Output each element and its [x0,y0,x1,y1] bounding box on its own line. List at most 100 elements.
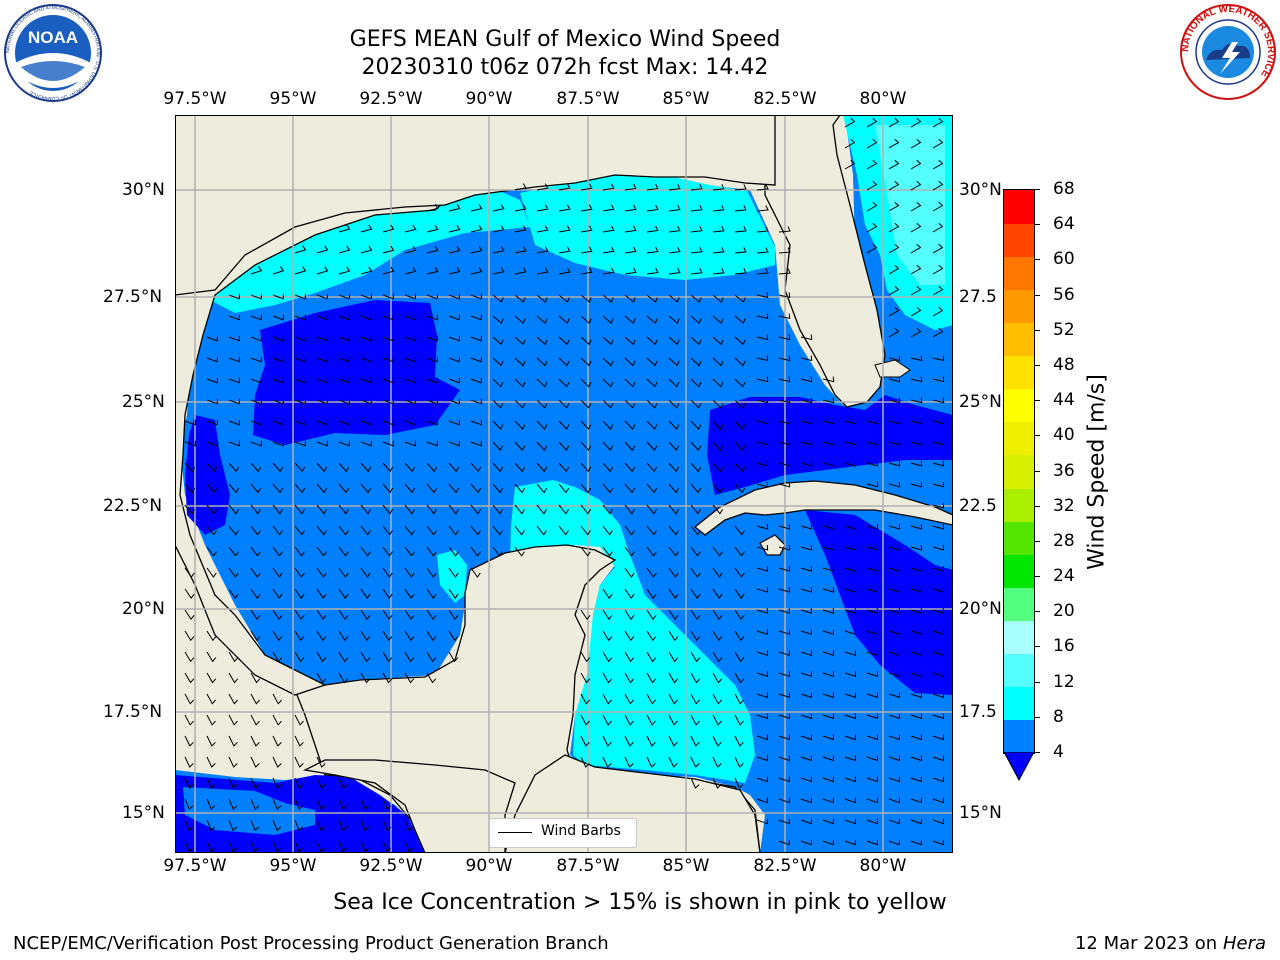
wind-barb [206,377,218,384]
wind-barb [382,462,394,473]
wind-barb [206,440,218,447]
wind-barb [712,226,725,233]
wind-barb [404,419,416,426]
wind-barb [778,268,791,275]
wind-barb [316,567,327,578]
wind-barb [492,315,504,325]
wind-barb [558,399,570,409]
wind-barb [404,588,415,599]
wind-barb [888,201,900,212]
wind-barb [470,377,482,384]
wind-barb [822,460,835,467]
wind-barb [558,525,569,536]
wind-barb [624,504,636,515]
wind-barb [316,356,328,363]
wind-barb [712,693,722,705]
wind-barb [646,267,659,275]
colorbar-segment [1004,289,1034,323]
wind-barb [536,246,549,254]
wind-barb [910,180,922,191]
wind-barb [338,777,348,789]
wind-barb [756,226,769,233]
wind-barb [470,246,483,254]
wind-barb [448,525,459,536]
wind-barb [756,184,769,191]
wind-barb [888,159,900,170]
wind-barb [778,226,791,233]
wind-barb [932,481,945,488]
lon-label-bottom: 92.5°W [359,856,423,876]
wind-barb [206,567,217,578]
wind-barb [690,315,702,325]
wind-barb [536,315,548,325]
wind-barb [206,777,216,789]
wind-barb [250,630,261,642]
chart-title: GEFS MEAN Gulf of Mexico Wind Speed [349,27,781,52]
wind-barb [316,798,326,810]
wind-barb [624,525,635,536]
wind-barb [316,398,328,405]
wind-barb [888,138,900,149]
wind-barb [910,306,922,317]
wind-barb [426,630,437,642]
wind-barb [206,756,216,768]
map-frame [175,115,953,853]
colorbar-tick-label: 36 [1053,460,1075,481]
wind-barb [382,398,394,405]
colorbar-segment [1004,421,1034,456]
wind-barb [778,839,790,846]
lat-label-right: 30°N [959,180,1002,200]
wind-barb [800,713,813,720]
wind-barb [294,504,306,515]
wind-barb [932,201,944,212]
wind-barb [646,357,658,367]
wind-barb [646,672,657,684]
wind-barb [294,714,304,726]
wind-barb [382,630,393,642]
wind-barb [624,204,637,212]
wind-barb [800,460,813,467]
wind-barb [888,355,901,362]
wind-barb [624,693,634,705]
wind-barb [184,630,195,642]
wind-barb [624,483,636,494]
wind-barb [294,819,304,832]
wind-barb [778,355,791,362]
wind-barb [690,672,701,684]
wind-barb [294,756,304,768]
wind-barb [426,504,438,515]
wind-barb [250,356,262,363]
wind-barb [910,650,923,656]
wind-barb [822,692,835,699]
wind-barb [910,818,922,825]
wind-barb [888,439,901,446]
wind-barb [756,460,769,467]
wind-barb [734,714,744,726]
wind-barb [844,629,857,635]
wind-barb [316,672,327,684]
wind-barb [338,819,348,832]
wind-barb [756,544,769,551]
wind-barb [404,335,416,342]
wind-barb [690,546,701,557]
wind-barb [844,566,857,572]
wind-barb [492,225,505,233]
wind-barb [888,544,901,551]
wind-barb [448,462,460,473]
wind-barb [316,756,326,768]
wind-barb [404,630,415,642]
wind-barb [756,376,769,383]
wind-barb [712,567,723,578]
wind-barb [778,587,791,593]
wind-barb [888,797,900,804]
wind-barb [800,587,813,593]
wind-barb [228,693,238,705]
wind-barb [668,756,678,768]
colorbar-tick-label: 8 [1053,706,1064,727]
wind-barb [668,651,679,663]
wind-barb [822,713,835,720]
wind-barb [250,293,262,300]
wind-barb [800,776,812,783]
colorbar-tick-label: 56 [1053,284,1075,305]
wind-barb [360,440,372,447]
